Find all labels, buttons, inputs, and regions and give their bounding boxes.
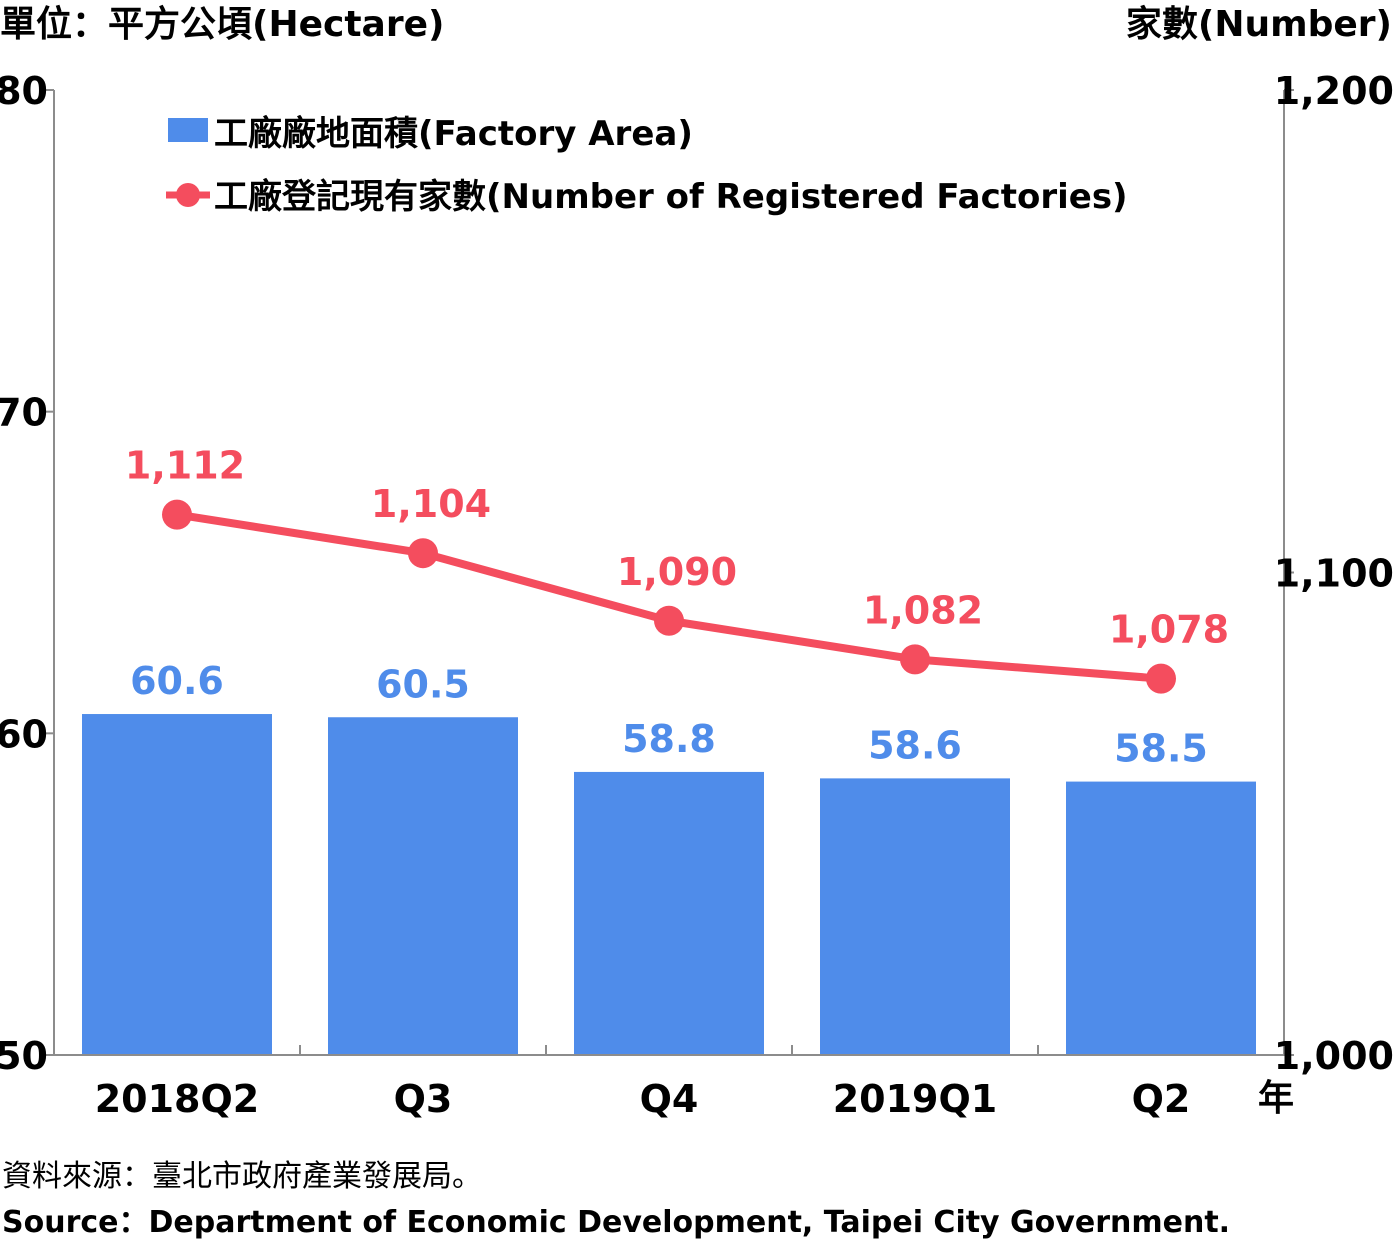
y-left-tick-label: 70 — [0, 391, 48, 435]
legend-line-marker — [176, 183, 200, 207]
x-tick-label: 2019Q1 — [833, 1077, 998, 1121]
line-value-label: 1,104 — [371, 482, 491, 526]
x-tick-label: Q3 — [394, 1077, 453, 1121]
line-point — [162, 499, 192, 530]
bar-series — [82, 714, 1256, 1055]
y-left-tick-label: 50 — [0, 1034, 48, 1078]
line-value-label: 1,078 — [1109, 608, 1229, 652]
x-axis-unit: 年 — [1258, 1078, 1294, 1119]
y-right-axis-title: 家數(Number) — [1126, 4, 1392, 45]
source-zh: 資料來源：臺北市政府產業發展局。 — [2, 1159, 482, 1194]
line-point — [900, 644, 930, 675]
legend-bar-swatch — [168, 118, 208, 142]
bar-value-label: 60.5 — [376, 662, 470, 706]
axes: 50 60 70 80 1,000 1,100 1,200 2018Q2 Q3 Q4 2019Q1 Q… — [0, 69, 1394, 1121]
series-line — [173, 510, 1165, 683]
data-labels: 60.6 60.5 58.8 58.6 58.5 1,112 1,104 1,090 1,082… — [125, 444, 1229, 771]
line-point — [408, 538, 438, 569]
bar — [1066, 781, 1256, 1055]
source-en: Source：Department of Economic Developmen… — [2, 1205, 1230, 1240]
y-right-tick-label: 1,000 — [1274, 1034, 1394, 1078]
legend-line-label: 工廠登記現有家數(Number of Registered Factories) — [214, 177, 1128, 217]
line-value-label: 1,090 — [617, 550, 737, 594]
legend-bar-label: 工廠廠地面積(Factory Area) — [214, 114, 693, 154]
y-left-tick-label: 60 — [0, 712, 48, 756]
bar-value-label: 58.5 — [1114, 727, 1208, 771]
bar-value-label: 58.8 — [622, 717, 716, 761]
bar — [328, 717, 518, 1055]
x-tick-label: Q4 — [640, 1077, 699, 1121]
line-series — [162, 499, 1176, 694]
line-point — [1146, 663, 1176, 694]
bar — [574, 771, 764, 1055]
line-value-label: 1,082 — [863, 588, 983, 632]
bar-value-label: 58.6 — [868, 723, 962, 767]
x-tick-label: Q2 — [1132, 1077, 1191, 1121]
line-value-label: 1,112 — [125, 444, 245, 488]
line-point — [654, 605, 684, 636]
legend: 工廠廠地面積(Factory Area) 工廠登記現有家數(Number of … — [166, 114, 1128, 217]
bar — [820, 778, 1010, 1055]
bar-value-label: 60.6 — [130, 659, 224, 703]
y-right-tick-label: 1,100 — [1274, 552, 1394, 596]
y-left-axis-title: 單位：平方公頃(Hectare) — [0, 4, 444, 45]
x-tick-label: 2018Q2 — [95, 1077, 260, 1121]
bar — [82, 714, 272, 1055]
y-right-tick-label: 1,200 — [1274, 69, 1394, 113]
y-left-tick-label: 80 — [0, 69, 48, 113]
